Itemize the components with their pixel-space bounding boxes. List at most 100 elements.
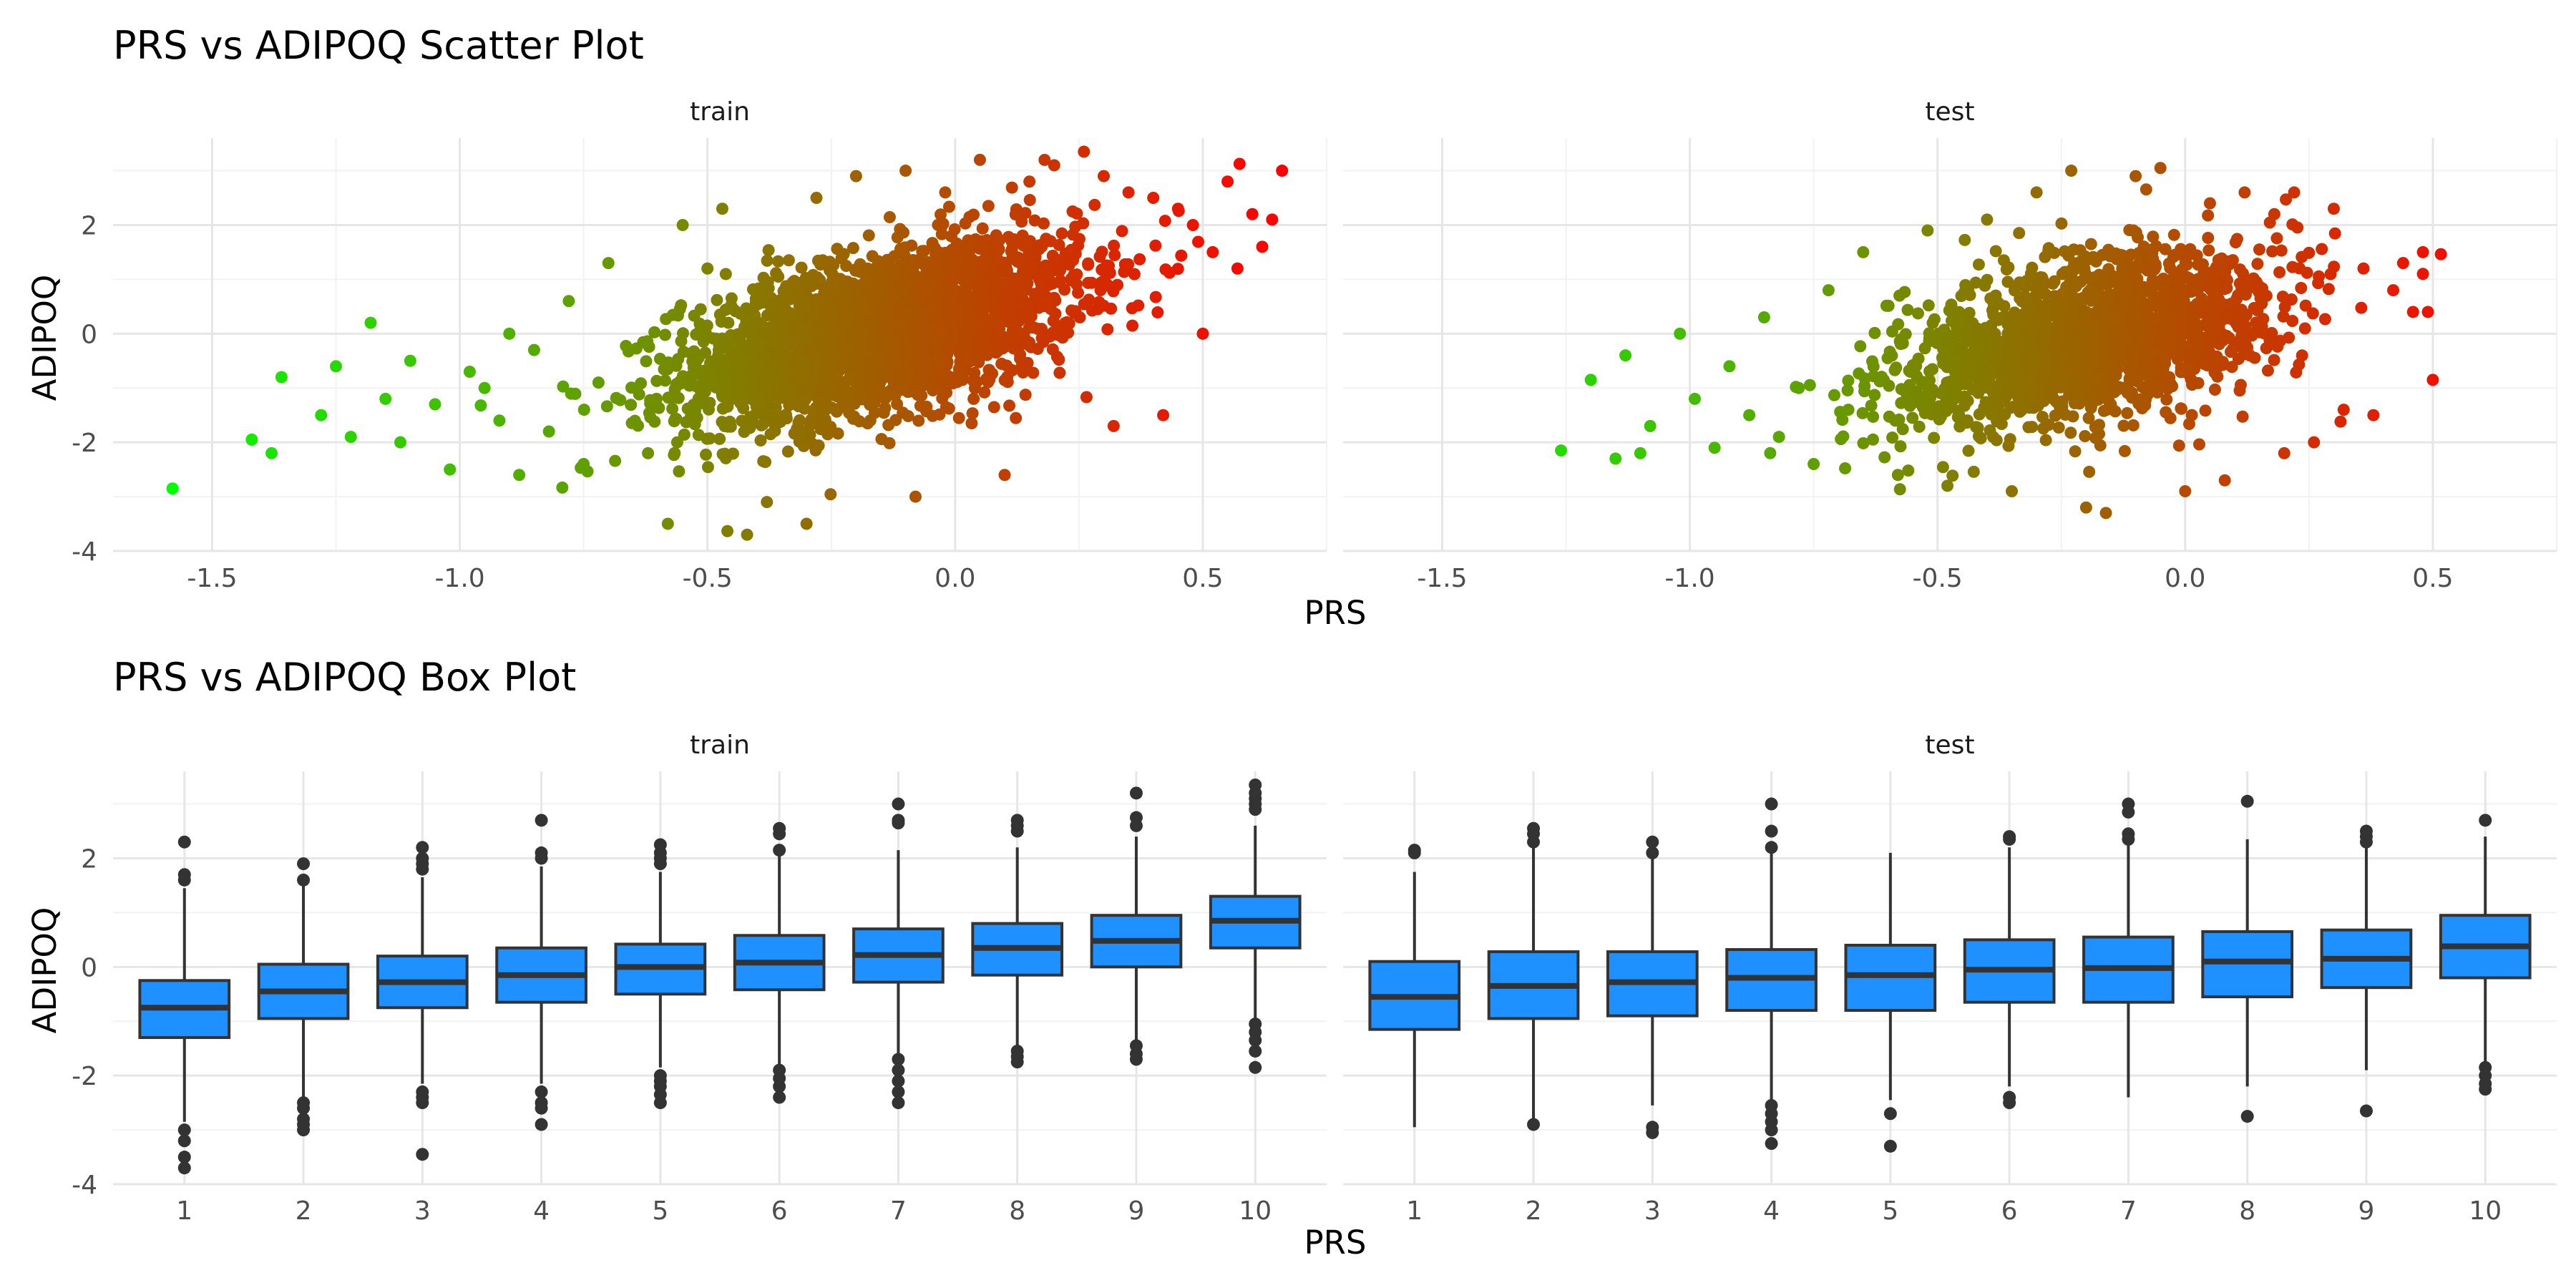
scatter-point [2073,397,2086,410]
scatter-point [1122,186,1135,199]
scatter-point [903,370,916,383]
scatter-point [2274,334,2287,347]
scatter-point [946,263,959,276]
scatter-point [2218,474,2231,487]
box-outlier [416,1096,429,1110]
scatter-point [1171,203,1184,215]
scatter-point [1231,262,1244,275]
scatter-point [2013,227,2026,240]
scatter-point [1839,462,1852,474]
scatter-point [2296,250,2308,263]
box-outlier [2003,1096,2016,1110]
scatter-point [1972,430,1985,443]
scatter-point [2146,297,2159,310]
scatter-point [642,447,655,459]
scatter-point [987,401,1000,414]
scatter-point [937,218,950,230]
scatter-point [793,414,806,426]
scatter-point [1878,451,1891,464]
scatter-point [1023,321,1035,334]
scatter-point [364,316,377,329]
x-tick-label: -1.5 [1417,564,1467,593]
scatter-point [2105,327,2118,340]
scatter-point [2134,393,2147,406]
x-tick-label: 6 [2001,1196,2018,1226]
scatter-point [2167,228,2180,241]
scatter-point [1096,245,1108,258]
scatter-point [2048,339,2061,352]
scatter-point [2225,361,2238,374]
scatter-point [2434,248,2447,260]
scatter-point [1928,431,1941,444]
box-3 [1606,835,1699,1139]
scatter-point [2036,411,2049,424]
scatter-point [557,380,570,393]
scatter-point [1063,317,1075,330]
scatter-point [1023,194,1036,207]
scatter-point [2145,262,2157,275]
scatter-point [1890,361,1903,374]
scatter-point [1009,272,1022,285]
scatter-point [513,469,526,482]
scatter-point [769,418,782,431]
x-tick-label: 7 [890,1196,907,1226]
scatter-point [2147,230,2160,243]
scatter-point [2367,409,2380,421]
scatter-point [998,469,1011,482]
scatter-point [772,255,785,268]
scatter-point [2199,404,2212,417]
scatter-point [2160,316,2173,329]
scatter-point [2079,501,2092,514]
scatter-point [830,291,843,304]
scatter-point [2273,266,2286,279]
scatter-point [756,381,769,394]
scatter-point [556,481,569,494]
scatter-point [856,391,869,404]
scatter-point [1989,245,2002,258]
box-outlier [1765,797,1778,811]
box-outlier [1765,841,1778,854]
scatter-point [2046,385,2059,398]
box-outlier [535,814,548,827]
scatter-point [1044,235,1057,248]
scatter-point [659,374,672,387]
scatter-point [696,395,708,408]
scatter-point [2239,320,2252,333]
scatter-point [1922,384,1935,397]
scatter-point [730,350,743,363]
scatter-point [2160,393,2173,406]
box-1 [138,835,231,1175]
scatter-point [1881,351,1894,364]
scatter-point [2182,417,2195,430]
scatter-point [2110,253,2123,265]
scatter-point [1233,157,1246,170]
scatter-point [1979,279,1991,292]
scatter-point [843,406,856,419]
scatter-point [1842,404,1855,416]
scatter-point [950,248,963,261]
scatter-point [1100,259,1113,272]
scatter-point [1961,374,1974,386]
scatter-point [2276,291,2289,303]
scatter-point [877,303,890,316]
scatter-point [1883,410,1896,423]
scatter-point [2253,243,2265,256]
scatter-point [1940,404,1953,417]
box-outlier [892,816,905,830]
x-tick-label: 5 [652,1196,668,1226]
scatter-point [2208,353,2221,366]
scatter-point [2291,221,2304,234]
scatter-point [948,288,961,301]
box-y-axis-label: ADIPOQ [26,907,64,1034]
scatter-point [2013,379,2026,392]
scatter-point [855,327,868,340]
scatter-point [2006,484,2019,497]
scatter-point [797,439,810,452]
box-2 [257,857,350,1137]
y-tick-label: 2 [81,844,97,874]
scatter-point [2216,313,2229,326]
scatter-point [986,367,999,380]
scatter-point [2157,297,2170,310]
scatter-point [779,303,792,316]
